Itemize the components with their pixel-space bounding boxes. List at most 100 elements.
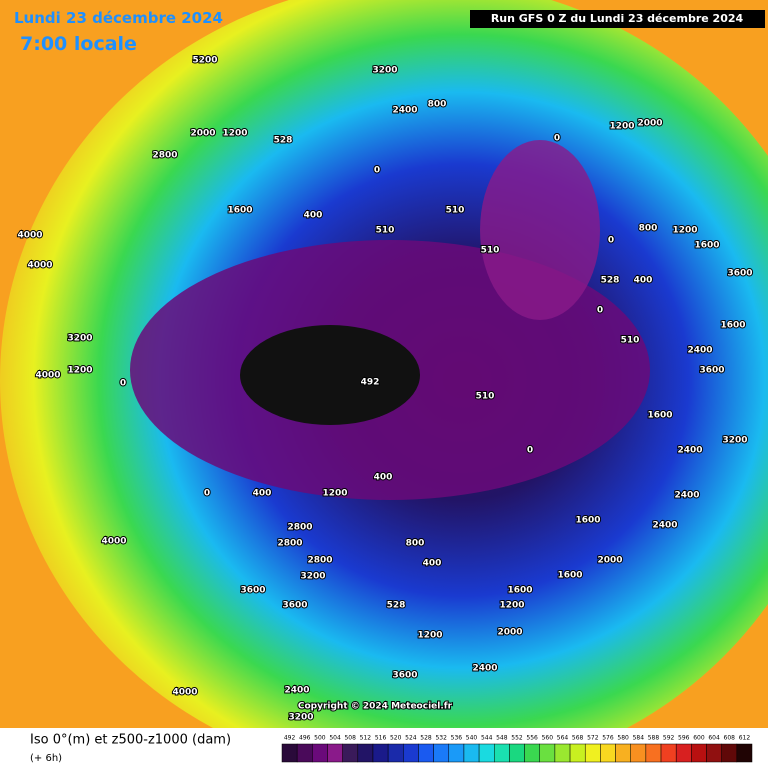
scale-swatch: [327, 743, 343, 763]
scale-label: 548: [496, 735, 508, 742]
contour-label: 528: [387, 601, 406, 611]
contour-label: 3200: [722, 436, 747, 446]
scale-swatch: [736, 743, 753, 763]
scale-swatch: [494, 743, 510, 763]
date: Lundi 23 décembre 2024: [14, 9, 223, 27]
scale-label: 596: [678, 735, 690, 742]
contour-label: 510: [446, 206, 465, 216]
scale-swatch: [448, 743, 465, 763]
contour-label: 2400: [687, 346, 712, 356]
contour-label: 0: [120, 379, 126, 389]
contour-label: 2400: [472, 664, 497, 674]
contour-label: 3600: [392, 671, 417, 681]
contour-label: 510: [376, 226, 395, 236]
footer: Iso 0°(m) et z500-z1000 (dam) (+ 6h) 492…: [30, 733, 753, 764]
scale-swatch: [418, 743, 434, 763]
contour-label: 1200: [609, 122, 634, 132]
contour-label: 1600: [575, 516, 600, 526]
contour-label: 400: [423, 559, 442, 569]
scale-swatch: [706, 743, 722, 763]
scale-swatch: [281, 743, 298, 763]
contour-label: 800: [639, 224, 658, 234]
scale-swatch: [584, 743, 601, 763]
contour-label: 1600: [694, 241, 719, 251]
purple-area: [480, 140, 600, 320]
contour-label: 0: [597, 306, 603, 316]
contour-label: 1200: [322, 489, 347, 499]
scale-swatch: [509, 743, 525, 763]
contour-label: 400: [253, 489, 272, 499]
scale-label: 520: [390, 735, 402, 742]
scale-swatch: [433, 743, 450, 763]
contour-label: 2400: [284, 686, 309, 696]
scale-label: 556: [526, 735, 538, 742]
scale-swatch: [645, 743, 662, 763]
scale-swatch: [675, 743, 692, 763]
contour-label: 0: [608, 236, 614, 246]
scale-label: 592: [663, 735, 675, 742]
contour-label: 510: [476, 392, 495, 402]
contour-label: 2000: [637, 119, 662, 129]
scale-label: 536: [451, 735, 463, 742]
scale-label: 544: [481, 735, 493, 742]
scale-swatch: [630, 743, 647, 763]
scale-label: 508: [344, 735, 356, 742]
contour-label: 400: [374, 473, 393, 483]
contour-label: 2800: [287, 523, 312, 533]
scale-label: 492: [284, 735, 296, 742]
core: [240, 325, 420, 425]
scale-swatch: [554, 743, 571, 763]
contour-label: 1200: [67, 366, 92, 376]
scale-label: 580: [617, 735, 629, 742]
map: Run GFS 0 Z du Lundi 23 décembre 2024 Lu…: [0, 0, 768, 728]
contour-label: 3600: [240, 586, 265, 596]
scale-label: 572: [587, 735, 599, 742]
run: Run GFS 0 Z du Lundi 23 décembre 2024: [491, 12, 744, 25]
contour-label: 3600: [699, 366, 724, 376]
footer-title: Iso 0°(m) et z500-z1000 (dam): [30, 733, 231, 748]
scale-swatch: [403, 743, 419, 763]
scale-swatch: [524, 743, 540, 763]
contour-label: 4000: [101, 537, 126, 547]
contour-label: 2400: [392, 106, 417, 116]
scale-label: 500: [314, 735, 326, 742]
scale-swatch: [600, 743, 616, 763]
contour-label: 510: [621, 336, 640, 346]
scale-label: 584: [633, 735, 645, 742]
scale-label: 604: [708, 735, 720, 742]
scale-label: 516: [375, 735, 387, 742]
contour-label: 2800: [152, 151, 177, 161]
contour-label: 4000: [27, 261, 52, 271]
contour-label: 1600: [720, 321, 745, 331]
contour-label: 400: [634, 276, 653, 286]
contour-label: 1600: [507, 586, 532, 596]
contour-label: 800: [406, 539, 425, 549]
scale-label: 512: [360, 735, 372, 742]
scale-swatch: [357, 743, 374, 763]
scale-label: 528: [420, 735, 432, 742]
contour-label: 528: [274, 136, 293, 146]
contour-label: 4000: [17, 231, 42, 241]
contour-label: 800: [428, 100, 447, 110]
contour-label: 510: [481, 246, 500, 256]
scale-swatch: [463, 743, 480, 763]
contour-label: 1200: [417, 631, 442, 641]
contour-label: 0: [554, 134, 560, 144]
footer-step: (+ 6h): [30, 753, 62, 764]
scale-label: 612: [739, 735, 751, 742]
contour-label: 1600: [647, 411, 672, 421]
scale-label: 608: [724, 735, 736, 742]
scale-swatch: [569, 743, 586, 763]
scale-label: 496: [299, 735, 311, 742]
scale-label: 504: [329, 735, 341, 742]
scale-label: 576: [602, 735, 614, 742]
contour-label: 0: [527, 446, 533, 456]
contour-label: 1200: [499, 601, 524, 611]
scale-swatch: [615, 743, 631, 763]
contour-label: 3600: [727, 269, 752, 279]
time: 7:00 locale: [20, 33, 137, 55]
scale-label: 540: [466, 735, 478, 742]
scale-swatch: [387, 743, 404, 763]
scale-swatch: [296, 743, 313, 763]
